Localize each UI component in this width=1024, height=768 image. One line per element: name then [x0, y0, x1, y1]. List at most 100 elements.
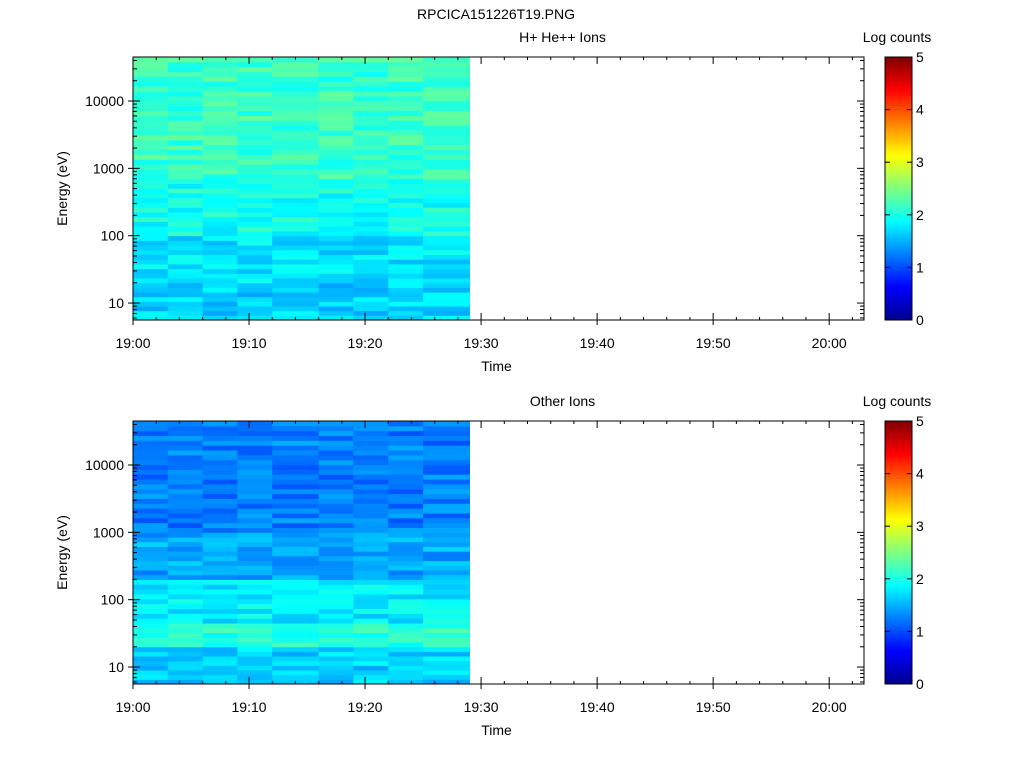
heatmap-cell [353, 268, 389, 274]
heatmap-cell [423, 646, 470, 652]
heatmap-cell [423, 665, 470, 671]
heatmap-cell [272, 603, 320, 610]
heatmap-cell [133, 517, 169, 524]
heatmap-cell [318, 603, 354, 610]
heatmap-cell [167, 522, 204, 528]
heatmap-cell [202, 474, 238, 480]
heatmap-cell [167, 474, 204, 480]
heatmap-cell [388, 154, 424, 160]
heatmap-cell [237, 57, 273, 63]
heatmap-cell [423, 193, 470, 199]
heatmap-cell [272, 188, 320, 194]
heatmap-cell [202, 221, 238, 227]
panel-title: H+ He++ Ions [519, 29, 606, 45]
heatmap-cell [202, 193, 238, 199]
heatmap-cell [202, 646, 238, 652]
heatmap-cell [388, 517, 424, 524]
heatmap-cell [237, 100, 273, 107]
heatmap-cell [167, 445, 204, 451]
heatmap-cell [237, 130, 273, 136]
heatmap-cell [272, 508, 320, 514]
heatmap-cell [133, 230, 169, 237]
heatmap-cell [423, 120, 470, 126]
heatmap-cell [353, 421, 389, 427]
heatmap-cell [237, 532, 273, 538]
heatmap-cell [318, 627, 354, 634]
heatmap-cell [423, 100, 470, 107]
heatmap-cell [388, 421, 424, 427]
heatmap-cell [167, 254, 204, 260]
heatmap-cell [202, 240, 238, 246]
heatmap-cell [167, 440, 204, 446]
heatmap-cell [133, 512, 169, 519]
heatmap-cell [237, 282, 273, 288]
heatmap-cell [353, 503, 389, 509]
heatmap-cell [272, 149, 320, 155]
heatmap-cell [272, 537, 320, 543]
heatmap-cell [272, 221, 320, 227]
heatmap-cell [167, 221, 204, 227]
heatmap-cell [272, 627, 320, 634]
heatmap-cell [272, 450, 320, 456]
heatmap-cell [272, 115, 320, 121]
heatmap-cell [237, 522, 273, 528]
heatmap-cell [167, 574, 204, 580]
heatmap-cell [167, 488, 204, 495]
heatmap-cell [388, 287, 424, 293]
heatmap-cell [423, 221, 470, 227]
heatmap-cell [237, 632, 273, 638]
heatmap-cell [318, 66, 354, 73]
heatmap-cell [272, 134, 320, 141]
heatmap-cell [237, 493, 273, 499]
heatmap-cell [318, 159, 354, 165]
heatmap-cell [237, 188, 273, 194]
heatmap-cell [237, 183, 273, 189]
heatmap-cell [353, 263, 389, 270]
heatmap-cell [353, 450, 389, 456]
heatmap-cell [318, 632, 354, 638]
heatmap-cell [318, 125, 354, 131]
heatmap-cell [318, 555, 354, 562]
heatmap-cell [133, 674, 169, 680]
heatmap-cell [272, 139, 320, 146]
heatmap-cell [388, 598, 424, 605]
heatmap-cell [423, 110, 470, 116]
heatmap-cell [423, 249, 470, 256]
heatmap-cell [272, 66, 320, 73]
heatmap-cell [237, 95, 273, 102]
x-tick-label: 19:00 [115, 335, 150, 351]
heatmap-cell [353, 425, 389, 432]
heatmap-cell [353, 134, 389, 141]
heatmap-cell [353, 555, 389, 562]
heatmap-cell [318, 435, 354, 441]
heatmap-cell [388, 527, 424, 533]
heatmap-cell [202, 76, 238, 82]
heatmap-cell [237, 637, 273, 643]
heatmap-cell [167, 532, 204, 538]
heatmap-cell [272, 469, 320, 475]
heatmap-cell [167, 130, 204, 136]
heatmap-cell [318, 646, 354, 652]
colorbar-label: Log counts [863, 29, 932, 45]
heatmap-cell [272, 245, 320, 251]
heatmap-cell [237, 627, 273, 634]
heatmap-cell [423, 61, 470, 68]
heatmap-cell [272, 574, 320, 580]
heatmap-cell [237, 125, 273, 131]
heatmap-cell [423, 292, 470, 298]
heatmap-cell [202, 287, 238, 293]
heatmap-cell [423, 315, 470, 321]
heatmap-cell [423, 105, 470, 112]
heatmap-cell [318, 440, 354, 446]
heatmap-cell [318, 493, 354, 499]
heatmap-cell [202, 589, 238, 595]
y-tick-label: 10 [108, 659, 124, 675]
x-tick-label: 19:30 [464, 335, 499, 351]
heatmap-cell [423, 454, 470, 461]
heatmap-cell [133, 120, 169, 126]
heatmap-cell [237, 169, 273, 175]
heatmap-cell [388, 674, 424, 680]
heatmap-cell [133, 287, 169, 293]
heatmap-cell [202, 61, 238, 68]
heatmap-cell [353, 469, 389, 475]
